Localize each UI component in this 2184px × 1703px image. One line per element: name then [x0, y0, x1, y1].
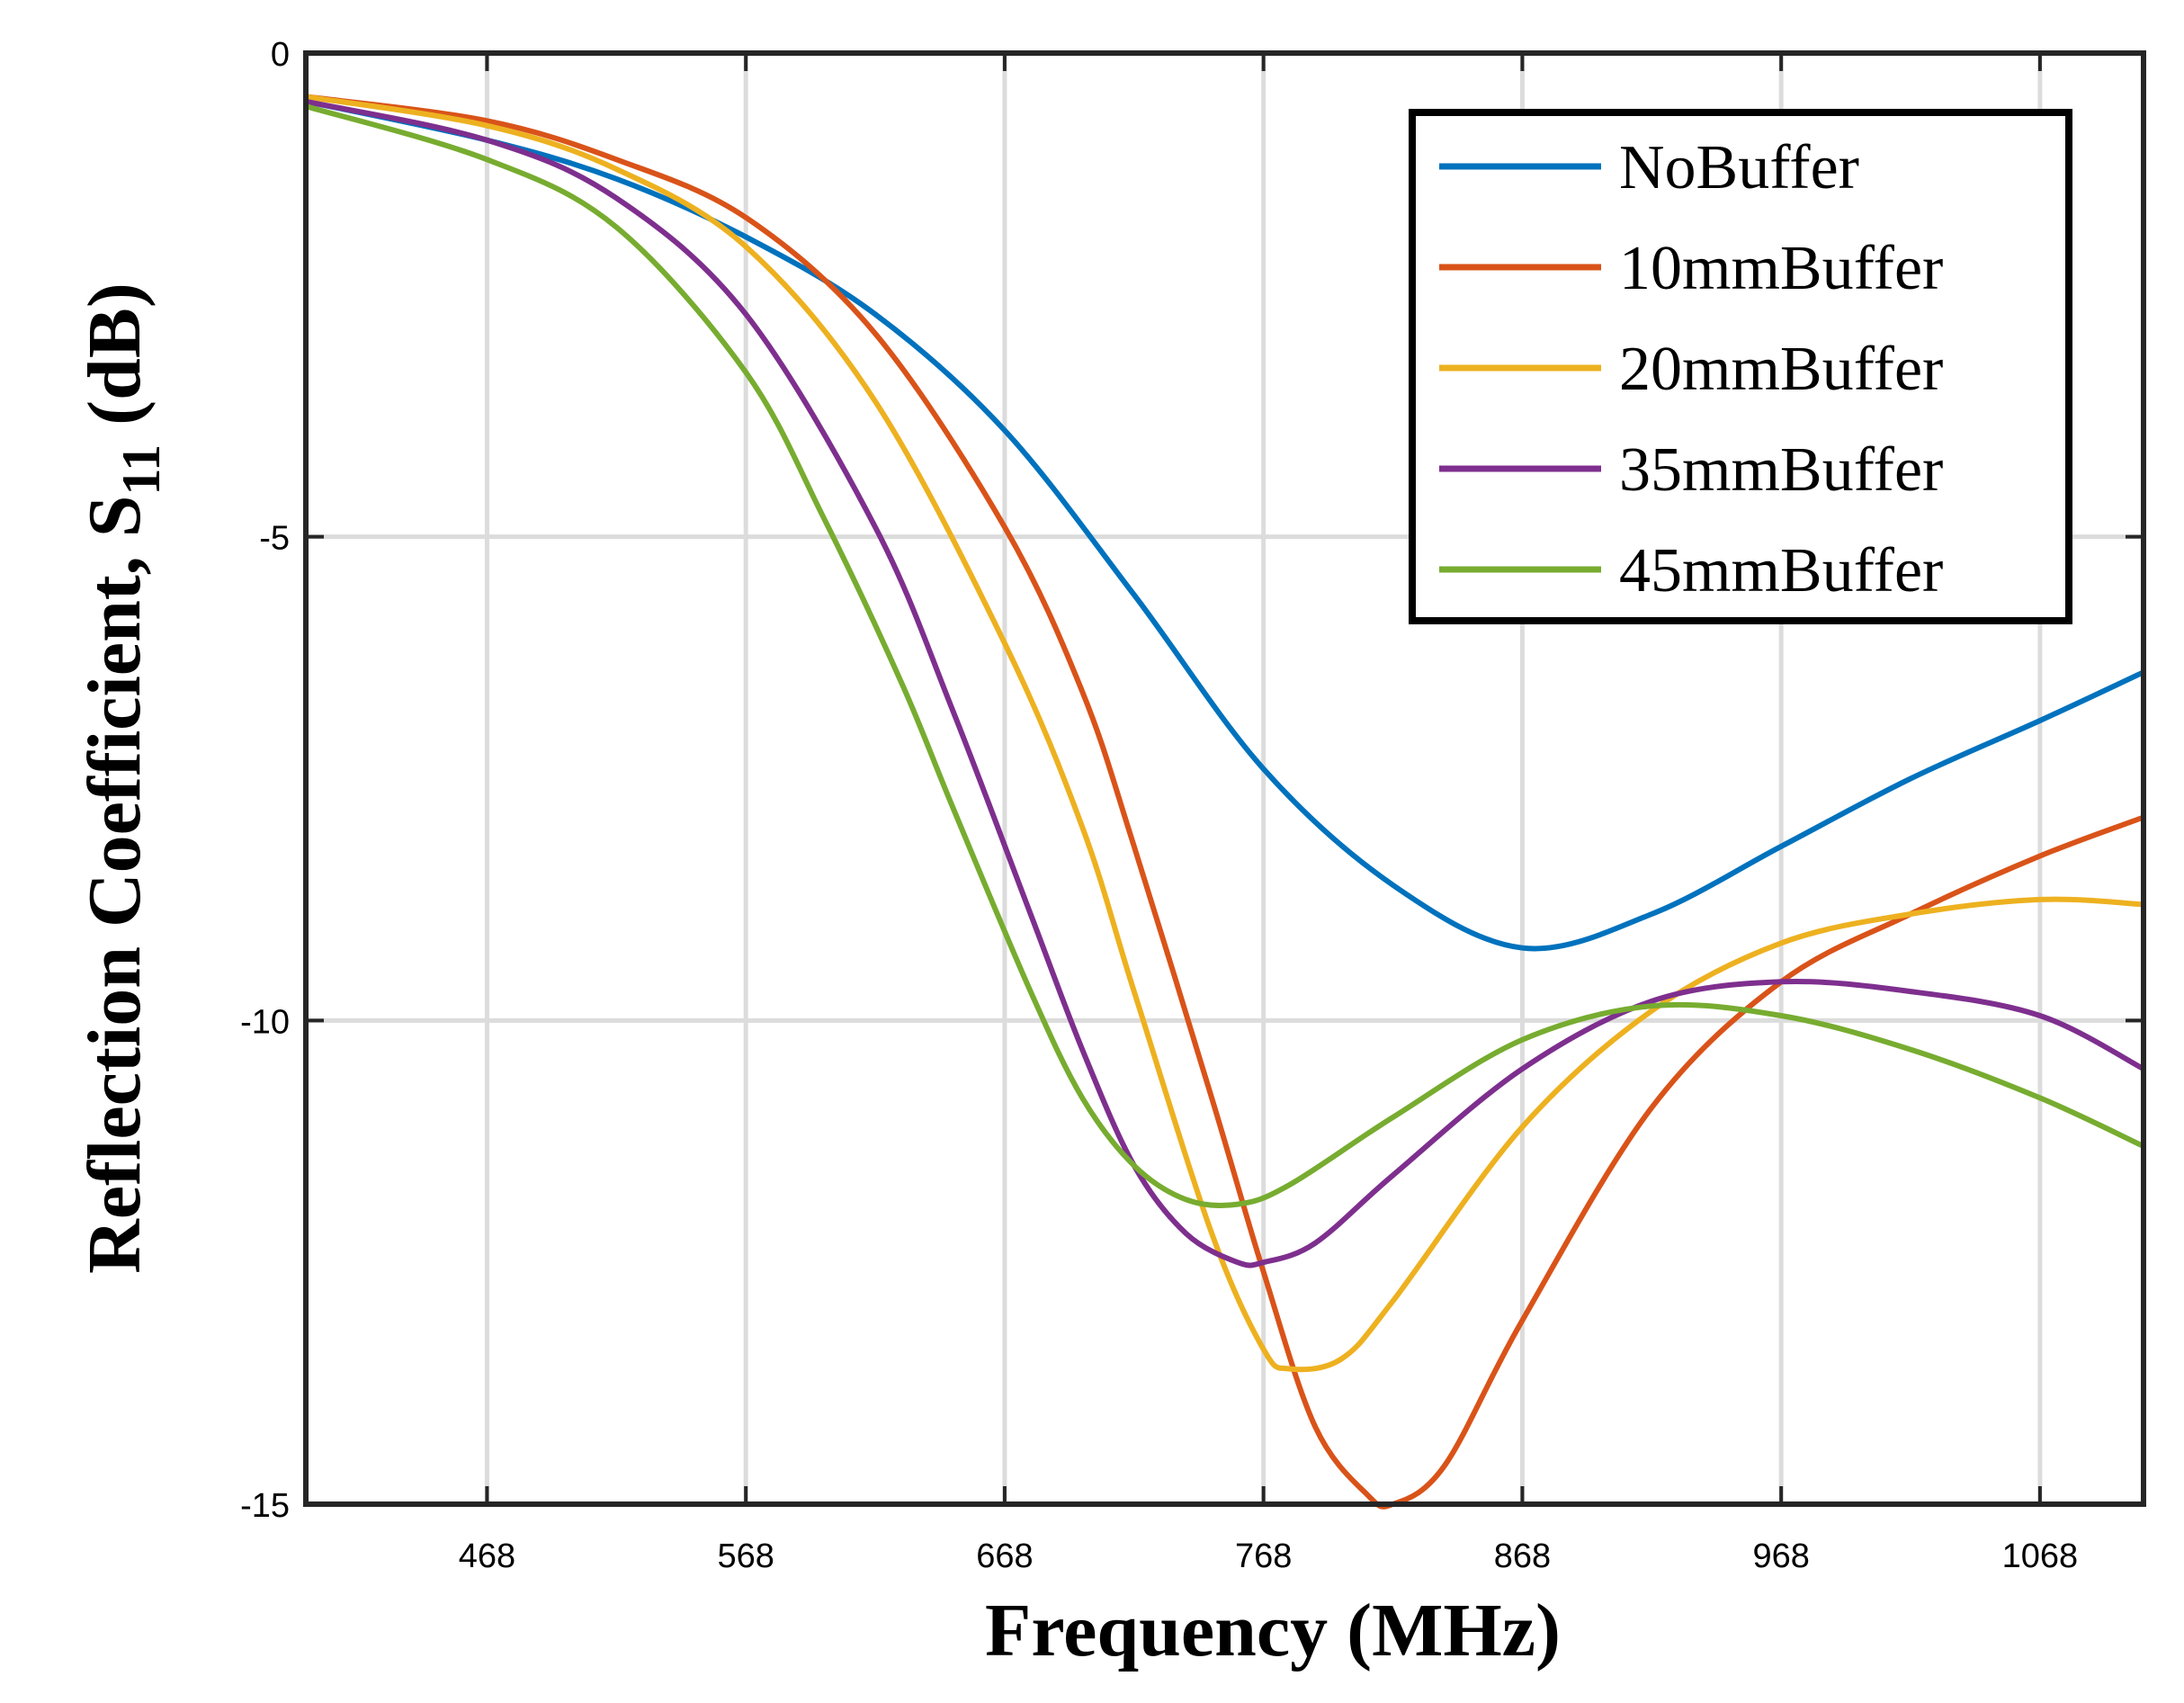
legend: NoBuffer 10mmBuffer 20mmBuffer 35mmBuffer 45… — [1409, 109, 2072, 624]
legend-label-nobuffer: NoBuffer — [1619, 133, 1859, 202]
legend-entries: NoBuffer 10mmBuffer 20mmBuffer 35mmBuffer 45… — [1439, 133, 1943, 605]
x-tick-label: 968 — [1752, 1537, 1809, 1575]
series-line-nobuffer — [303, 98, 2146, 952]
y-tick-label: -10 — [240, 1003, 290, 1041]
series-line-35mmbuffer — [303, 98, 2146, 1268]
legend-label-20mmbuffer: 20mmBuffer — [1619, 335, 1943, 404]
y-tick-label: 0 — [271, 36, 290, 74]
legend-label-10mmbuffer: 10mmBuffer — [1619, 234, 1943, 303]
legend-label-35mmbuffer: 35mmBuffer — [1619, 435, 1943, 505]
y-axis-title-main: Reflection Coefficient, S — [73, 496, 157, 1274]
y-axis-title-spacer — [73, 426, 157, 444]
y-tick-label: -5 — [259, 520, 290, 558]
y-tick-label: -15 — [240, 1487, 290, 1525]
tick-marks — [306, 51, 2144, 1506]
series-line-20mmbuffer — [303, 94, 2146, 1373]
series-line-45mmbuffer — [303, 103, 2146, 1208]
series-group — [303, 94, 2146, 1510]
x-tick-label: 768 — [1235, 1537, 1292, 1575]
svg-text:Reflection Coefficient, S11 (d: Reflection Coefficient, S11 (dB) — [73, 282, 171, 1274]
x-tick-label: 468 — [459, 1537, 515, 1575]
x-tick-label: 1068 — [2002, 1537, 2079, 1575]
y-axis-title-unit: (dB) — [73, 282, 157, 426]
series-line-10mmbuffer — [303, 94, 2146, 1510]
x-tick-labels: 468 568 668 768 868 968 1068 — [459, 1537, 2078, 1575]
grid — [306, 53, 2144, 1504]
x-tick-label: 868 — [1494, 1537, 1551, 1575]
x-axis-title: Frequency (MHz) — [985, 1589, 1561, 1672]
y-axis-title-subscript: 11 — [112, 444, 171, 496]
y-axis-title: Reflection Coefficient, S11 (dB) — [73, 282, 171, 1274]
x-tick-label: 668 — [976, 1537, 1033, 1575]
x-tick-label: 568 — [717, 1537, 774, 1575]
plot-frame — [303, 50, 2146, 1507]
legend-label-45mmbuffer: 45mmBuffer — [1619, 536, 1943, 605]
y-tick-labels: 0 -5 -10 -15 — [240, 36, 290, 1525]
